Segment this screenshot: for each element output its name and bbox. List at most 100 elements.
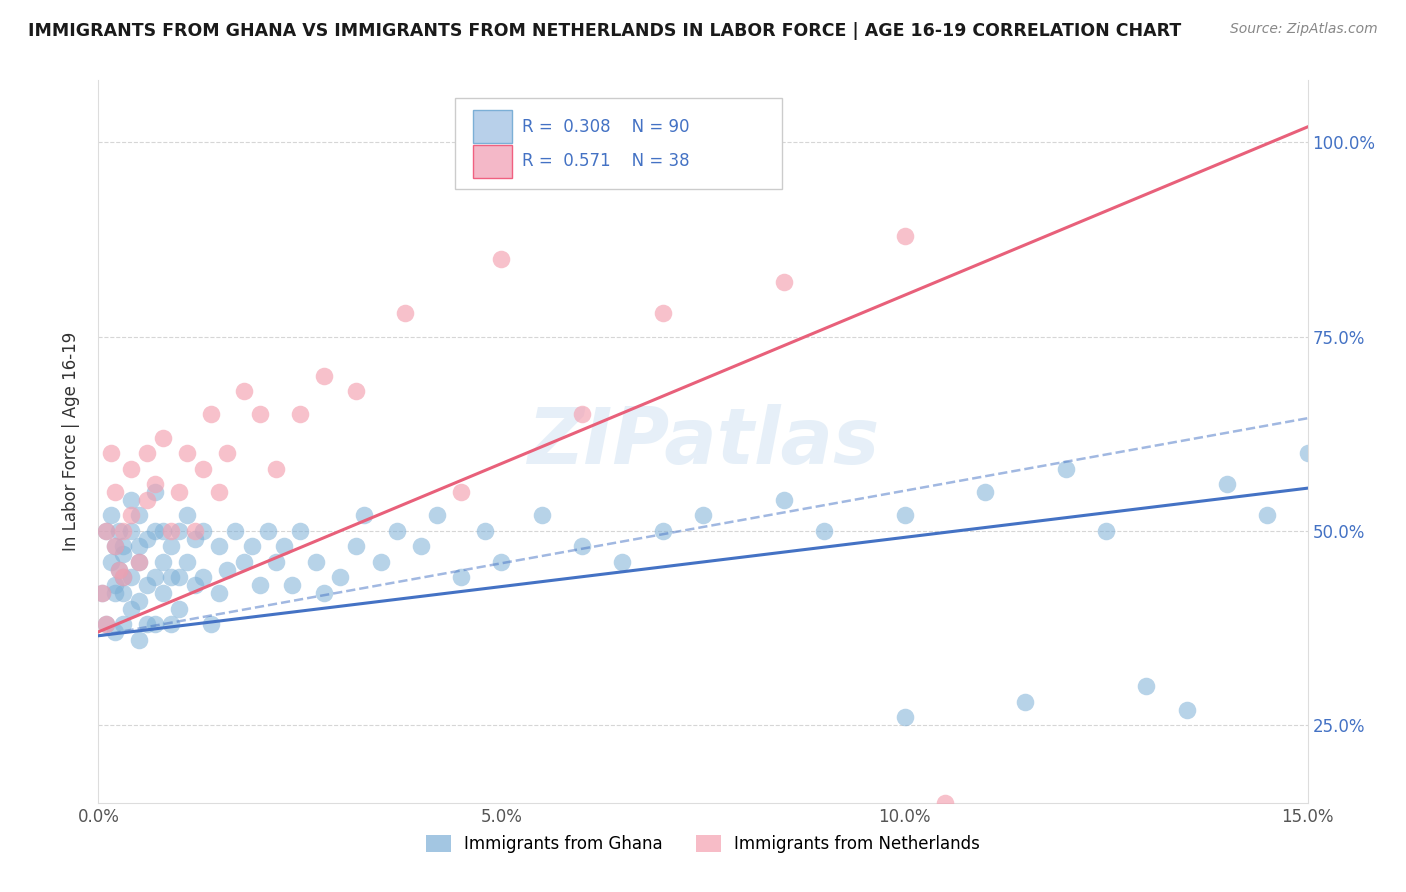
Point	[273, 540, 295, 554]
Point	[143, 485, 166, 500]
Point	[135, 492, 157, 507]
Point	[193, 524, 215, 538]
Point	[103, 540, 125, 554]
Point	[111, 586, 134, 600]
Point	[128, 594, 150, 608]
Point	[1175, 702, 1198, 716]
Point	[160, 570, 183, 584]
Point	[450, 570, 472, 584]
Point	[111, 547, 134, 561]
Point	[200, 408, 222, 422]
Point	[370, 555, 392, 569]
Point	[120, 570, 142, 584]
Point	[249, 578, 271, 592]
Text: IMMIGRANTS FROM GHANA VS IMMIGRANTS FROM NETHERLANDS IN LABOR FORCE | AGE 16-19 : IMMIGRANTS FROM GHANA VS IMMIGRANTS FROM…	[28, 22, 1181, 40]
Point	[1256, 508, 1278, 523]
Point	[232, 384, 254, 398]
Point	[100, 446, 122, 460]
Point	[217, 563, 239, 577]
Point	[128, 508, 150, 523]
Point	[128, 632, 150, 647]
Point	[167, 570, 190, 584]
Point	[281, 578, 304, 592]
Point	[152, 586, 174, 600]
FancyBboxPatch shape	[474, 145, 512, 178]
Point	[107, 563, 129, 577]
Point	[329, 570, 352, 584]
Point	[344, 540, 367, 554]
Point	[111, 570, 134, 584]
Point	[314, 586, 336, 600]
Point	[143, 570, 166, 584]
Point	[288, 524, 311, 538]
Point	[111, 617, 134, 632]
Point	[103, 624, 125, 639]
Point	[893, 710, 915, 724]
Point	[264, 555, 287, 569]
Point	[1135, 679, 1157, 693]
Point	[314, 368, 336, 383]
Point	[96, 524, 118, 538]
Point	[772, 492, 794, 507]
Point	[1296, 446, 1319, 460]
Point	[409, 540, 432, 554]
Point	[111, 524, 134, 538]
Point	[1054, 461, 1077, 475]
Point	[160, 617, 183, 632]
Point	[217, 446, 239, 460]
Point	[394, 306, 416, 320]
Point	[353, 508, 375, 523]
Point	[200, 617, 222, 632]
Point	[305, 555, 328, 569]
Point	[385, 524, 408, 538]
Point	[813, 524, 835, 538]
Point	[120, 601, 142, 615]
Point	[571, 540, 593, 554]
Point	[224, 524, 246, 538]
Point	[91, 586, 114, 600]
Point	[893, 228, 915, 243]
Point	[135, 446, 157, 460]
Point	[692, 508, 714, 523]
Point	[1095, 524, 1118, 538]
Point	[120, 492, 142, 507]
Text: ZIPatlas: ZIPatlas	[527, 403, 879, 480]
Point	[184, 578, 207, 592]
Point	[1014, 695, 1036, 709]
Point	[103, 586, 125, 600]
Point	[934, 796, 956, 810]
Point	[167, 485, 190, 500]
Point	[96, 617, 118, 632]
Point	[193, 461, 215, 475]
Point	[474, 524, 496, 538]
Point	[120, 461, 142, 475]
Point	[249, 408, 271, 422]
Point	[100, 508, 122, 523]
Point	[208, 485, 231, 500]
Point	[193, 570, 215, 584]
Point	[208, 540, 231, 554]
Point	[120, 508, 142, 523]
Point	[91, 586, 114, 600]
Point	[893, 508, 915, 523]
Text: R =  0.571    N = 38: R = 0.571 N = 38	[522, 153, 689, 170]
Point	[232, 555, 254, 569]
Point	[120, 524, 142, 538]
Point	[450, 485, 472, 500]
Point	[103, 485, 125, 500]
Point	[176, 555, 198, 569]
Point	[160, 540, 183, 554]
Point	[128, 555, 150, 569]
Point	[651, 306, 673, 320]
Point	[96, 617, 118, 632]
Point	[103, 578, 125, 592]
Point	[143, 617, 166, 632]
Point	[135, 617, 157, 632]
Point	[128, 555, 150, 569]
Point	[491, 555, 513, 569]
Point	[143, 477, 166, 491]
Text: Source: ZipAtlas.com: Source: ZipAtlas.com	[1230, 22, 1378, 37]
Point	[167, 524, 190, 538]
Point	[96, 524, 118, 538]
Point	[128, 540, 150, 554]
